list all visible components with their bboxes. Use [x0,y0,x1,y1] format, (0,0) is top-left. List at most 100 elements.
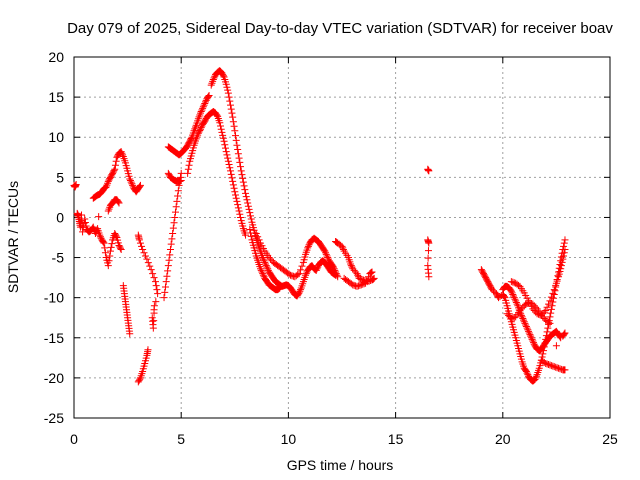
data-point [367,269,375,277]
data-point [111,165,119,173]
data-point [219,134,227,142]
data-point [561,246,569,254]
data-point [218,128,226,136]
data-point [196,109,204,117]
data-point [169,224,177,232]
data-point [532,372,540,380]
data-point [222,144,230,152]
y-tick-label: -25 [44,410,64,426]
data-point [245,205,253,213]
data-point [370,274,378,282]
data-point [234,146,242,154]
data-point [152,298,160,306]
data-point [287,271,295,279]
data-point [505,311,513,319]
data-point [552,363,560,371]
data-point [169,229,177,237]
data-point [149,270,157,278]
data-point [329,263,337,271]
data-point [232,194,240,202]
data-point [239,174,247,182]
data-point [349,281,357,289]
data-point [546,319,554,327]
data-point [353,282,361,290]
data-point [228,109,236,117]
data-point [296,287,304,295]
data-point [347,262,355,270]
data-point [545,318,553,326]
x-tick-label: 10 [281,431,297,447]
data-point [200,101,208,109]
data-point [357,281,365,289]
data-point [561,329,569,337]
data-point [549,362,557,370]
data-point [201,100,209,108]
y-tick-label: 5 [56,169,64,185]
data-point [259,270,267,278]
data-point [201,98,209,106]
data-point [96,231,104,239]
data-point [170,219,178,227]
data-point [136,375,144,383]
data-point [139,246,147,254]
data-point [173,197,181,205]
data-point [358,275,366,283]
data-point [516,307,524,315]
data-point [264,265,272,273]
data-point [235,154,243,162]
data-point [362,279,370,287]
data-point [523,324,531,332]
data-point [112,232,120,240]
data-point [302,271,310,279]
data-point [523,369,531,377]
x-tick-label: 5 [177,431,185,447]
data-point [104,262,112,270]
data-point [261,258,269,266]
data-point [225,93,233,101]
data-point [240,182,248,190]
data-point [224,89,232,97]
data-point [242,231,250,239]
data-point [297,286,305,294]
data-point [106,247,114,255]
x-tick-label: 25 [602,431,618,447]
data-point [522,367,530,375]
data-point [105,257,113,265]
data-point [151,278,159,286]
data-point [545,361,553,369]
data-point [160,294,168,302]
data-point [197,124,205,132]
data-point [147,266,155,274]
data-point [546,297,554,305]
data-point [168,235,176,243]
data-point [517,305,525,313]
data-point [252,229,260,237]
data-point [347,260,355,268]
data-point [246,209,254,217]
data-point [560,252,568,260]
data-point [294,271,302,279]
data-point [526,299,534,307]
data-point [128,180,136,188]
data-point [95,213,103,221]
chart-title: Day 079 of 2025, Sidereal Day-to-day VTE… [67,20,613,37]
data-point [520,318,528,326]
data-point [119,151,127,159]
data-point [166,246,174,254]
data-point [150,302,158,310]
data-point [425,273,433,281]
data-point [154,290,162,298]
data-point [161,283,169,291]
data-point [152,282,160,290]
data-point [295,270,303,278]
data-point [222,80,230,88]
data-point [540,308,548,316]
data-point [259,271,267,279]
data-point [226,97,234,105]
data-point [127,178,135,186]
data-point [233,141,241,149]
data-point [143,255,151,263]
data-point [500,293,508,301]
data-point [96,233,104,241]
axis-ticks: 0 5 10 15 20 25 -25 -20 -15 -10 -5 0 5 10 15 20 [44,49,618,447]
